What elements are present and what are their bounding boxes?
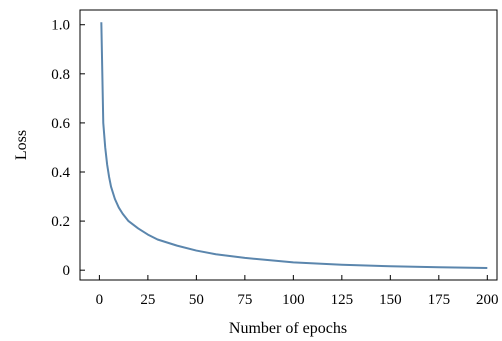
x-tick-label: 150 xyxy=(379,292,402,308)
x-tick-label: 175 xyxy=(428,292,451,308)
y-axis-title: Loss xyxy=(13,130,30,160)
x-tick-label: 25 xyxy=(140,292,155,308)
x-tick-label: 0 xyxy=(96,292,104,308)
x-tick-label: 50 xyxy=(189,292,204,308)
x-tick-label: 75 xyxy=(237,292,252,308)
x-axis: 0 25 50 75 100 125 150 175 200 xyxy=(96,275,499,308)
y-tick-label: 0.4 xyxy=(51,165,70,181)
x-axis-title: Number of epochs xyxy=(229,320,347,337)
x-tick-label: 125 xyxy=(331,292,354,308)
x-tick-label: 100 xyxy=(282,292,305,308)
y-axis: 0 0.2 0.4 0.6 0.8 1.0 xyxy=(51,18,85,279)
y-tick-label: 0.8 xyxy=(51,67,70,83)
y-tick-label: 0.6 xyxy=(51,116,70,132)
loss-curve xyxy=(100,22,488,269)
x-tick-label: 200 xyxy=(476,292,499,308)
series-group xyxy=(100,22,488,269)
y-tick-label: 1.0 xyxy=(51,18,70,34)
plot-frame xyxy=(79,9,498,281)
y-tick-label: 0.2 xyxy=(51,214,70,230)
y-tick-label: 0 xyxy=(63,263,71,279)
